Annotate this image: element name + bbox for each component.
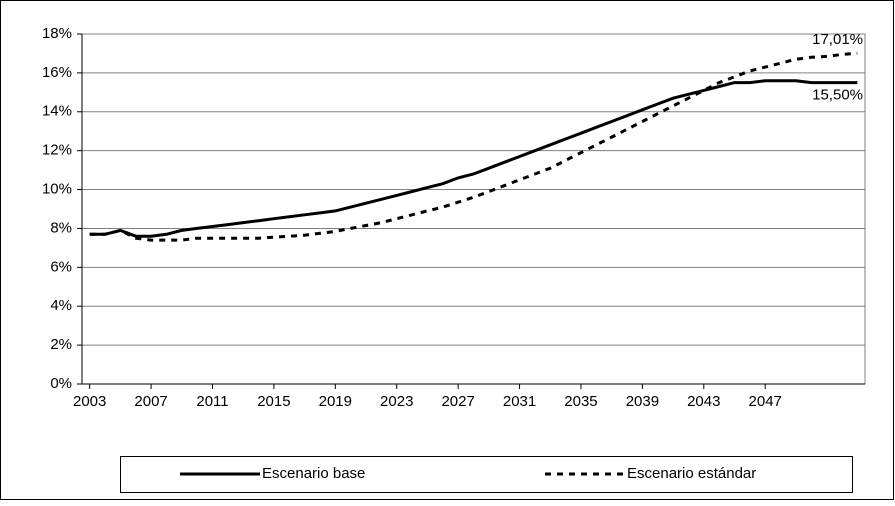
y-tick-label: 0% — [50, 375, 72, 392]
y-tick-label: 12% — [42, 142, 72, 159]
end-label: 15,50% — [812, 87, 863, 104]
y-tick-label: 18% — [42, 25, 72, 42]
x-tick-label: 2027 — [441, 393, 474, 410]
series-line — [89, 51, 858, 242]
x-tick-label: 2019 — [319, 393, 352, 410]
y-tick-label: 6% — [50, 258, 72, 275]
y-tick-label: 16% — [42, 64, 72, 81]
plot-area — [81, 33, 866, 385]
x-tick-label: 2043 — [687, 393, 720, 410]
x-tick-label: 2035 — [564, 393, 597, 410]
x-tick-label: 2011 — [196, 393, 228, 410]
series-line — [89, 79, 858, 238]
y-tick-label: 2% — [50, 336, 72, 353]
x-tick-label: 2015 — [257, 393, 290, 410]
x-tick-label: 2039 — [626, 393, 659, 410]
legend-label: Escenario estándar — [627, 465, 756, 482]
y-tick-label: 8% — [50, 219, 72, 236]
x-tick-label: 2003 — [73, 393, 106, 410]
y-tick-label: 14% — [42, 103, 72, 120]
y-tick-label: 4% — [50, 297, 72, 314]
end-label: 17,01% — [812, 31, 863, 48]
x-tick-label: 2031 — [503, 393, 536, 410]
x-tick-label: 2047 — [749, 393, 782, 410]
y-tick-label: 10% — [42, 181, 72, 198]
x-tick-label: 2007 — [134, 393, 167, 410]
legend-label: Escenario base — [262, 465, 365, 482]
x-tick-label: 2023 — [380, 393, 413, 410]
